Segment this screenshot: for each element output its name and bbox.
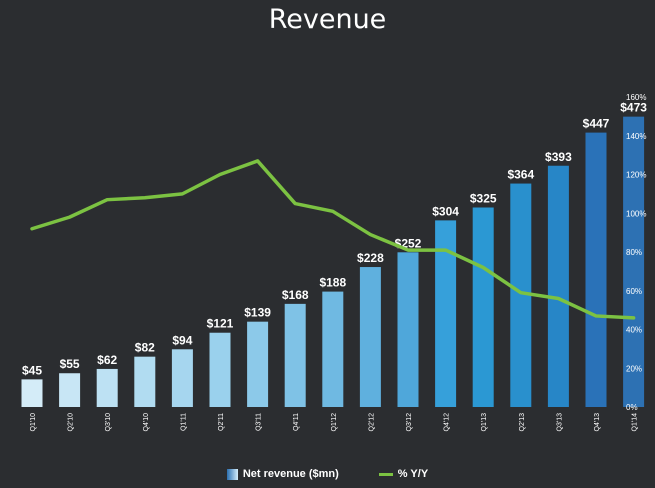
x-tick-label: Q3'12 <box>406 413 413 432</box>
x-tick-label: Q4'12 <box>444 413 451 432</box>
bar-value-label: $228 <box>357 251 384 265</box>
x-tick-label: Q1'10 <box>30 413 37 432</box>
bar-value-label: $393 <box>545 150 572 164</box>
x-tick-label: Q1'13 <box>481 413 488 432</box>
bar-value-label: $82 <box>135 341 155 355</box>
yoy-line <box>30 159 636 320</box>
legend-label-yoy: % Y/Y <box>397 468 429 480</box>
bar <box>472 207 494 407</box>
bar <box>359 267 381 407</box>
bar-value-label: $325 <box>470 191 497 205</box>
bar-value-label: $304 <box>432 204 459 218</box>
y-right-tick-label: 20% <box>626 364 642 373</box>
bar <box>247 321 269 407</box>
x-tick-label: Q1'12 <box>331 413 338 432</box>
y-right-tick-label: 140% <box>626 132 646 141</box>
bar <box>21 379 43 407</box>
bar-value-label: $447 <box>583 117 610 131</box>
y-right-tick-label: 100% <box>626 209 646 218</box>
legend-swatch-revenue <box>226 468 238 480</box>
bar-value-label: $55 <box>60 357 80 371</box>
legend-label-revenue: Net revenue ($mn) <box>242 468 339 480</box>
chart-legend: Net revenue ($mn) % Y/Y <box>0 468 655 480</box>
bar <box>284 303 306 407</box>
bar <box>59 373 81 407</box>
x-tick-label: Q4'11 <box>293 413 300 431</box>
bar <box>397 252 419 407</box>
y-right-tick-label: 120% <box>626 171 646 180</box>
bar <box>585 132 607 408</box>
bar <box>510 183 532 407</box>
bar-value-label: $188 <box>319 276 346 290</box>
bar <box>171 349 193 407</box>
y-right-tick-label: 0% <box>626 403 638 412</box>
bar-value-label: $168 <box>282 288 309 302</box>
y-right-tick-label: 40% <box>626 326 642 335</box>
bar-value-label: $62 <box>97 353 117 367</box>
x-tick-label: Q1'11 <box>180 413 187 431</box>
bar <box>96 368 118 407</box>
legend-swatch-yoy <box>378 472 393 476</box>
x-tick-label: Q4'13 <box>594 413 601 432</box>
x-tick-label: Q2'10 <box>68 413 75 432</box>
x-tick-label: Q3'13 <box>556 413 563 432</box>
y-right-tick-label: 80% <box>626 248 642 257</box>
x-tick-label: Q2'12 <box>368 413 375 432</box>
chart-title: Revenue <box>268 4 387 35</box>
bar <box>623 116 645 408</box>
y-right-tick-label: 60% <box>626 287 642 296</box>
bar-value-label: $473 <box>620 101 647 115</box>
bar <box>435 220 457 407</box>
x-tick-label: Q3'10 <box>105 413 112 432</box>
bar-value-label: $364 <box>507 168 534 182</box>
x-tick-label: Q2'13 <box>519 413 526 432</box>
bar <box>322 291 344 407</box>
x-tick-label: Q4'10 <box>143 413 150 432</box>
legend-item-revenue: Net revenue ($mn) <box>226 468 339 480</box>
x-tick-label: Q1'14 <box>632 413 639 432</box>
bar-value-label: $45 <box>22 363 42 377</box>
x-tick-label: Q3'11 <box>256 413 263 431</box>
x-tick-label: Q2'11 <box>218 413 225 431</box>
bar <box>209 332 231 407</box>
bar-value-label: $252 <box>395 236 422 250</box>
y-right-tick-label: 160% <box>626 93 646 102</box>
bar <box>547 165 569 407</box>
bar <box>134 356 156 407</box>
legend-item-yoy: % Y/Y <box>378 468 429 480</box>
bar-value-label: $139 <box>244 306 271 320</box>
bar-value-label: $121 <box>207 317 234 331</box>
bar-value-label: $94 <box>172 333 192 347</box>
